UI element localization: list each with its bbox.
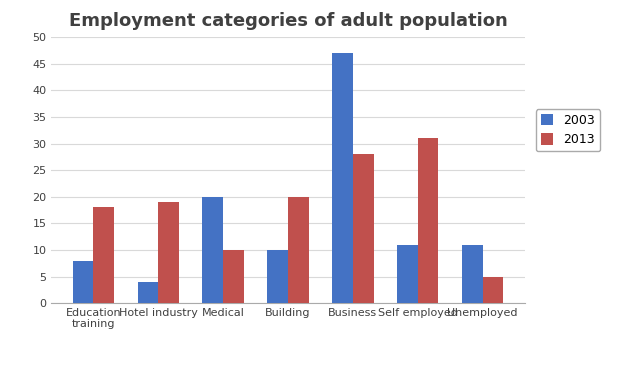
Bar bbox=[268, 250, 288, 303]
Bar bbox=[93, 208, 114, 303]
Bar bbox=[418, 138, 438, 303]
Bar bbox=[223, 250, 244, 303]
Title: Employment categories of adult population: Employment categories of adult populatio… bbox=[68, 12, 508, 30]
Bar bbox=[202, 197, 223, 303]
Bar bbox=[483, 277, 503, 303]
Bar bbox=[288, 197, 308, 303]
Bar bbox=[397, 245, 418, 303]
Bar bbox=[158, 202, 179, 303]
Bar bbox=[138, 282, 158, 303]
Bar bbox=[73, 261, 93, 303]
Legend: 2003, 2013: 2003, 2013 bbox=[536, 109, 600, 151]
Bar bbox=[462, 245, 483, 303]
Bar bbox=[332, 53, 353, 303]
Bar bbox=[353, 154, 374, 303]
